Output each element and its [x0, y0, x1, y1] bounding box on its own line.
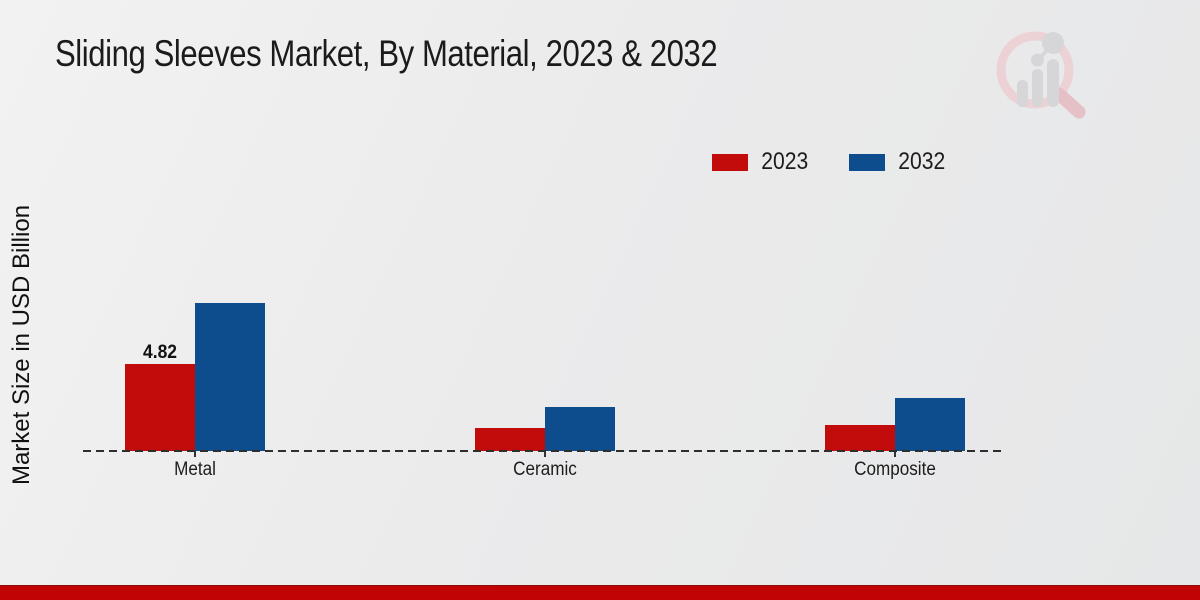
x-tick-label-metal: Metal: [174, 459, 216, 480]
bar-2023-ceramic: [475, 428, 545, 451]
legend-swatch: [849, 153, 886, 171]
bar-2023-metal: [125, 364, 195, 451]
bar-2032-composite: [895, 398, 965, 451]
bar-2032-metal: [195, 303, 265, 451]
legend: 2023 2032: [712, 148, 949, 176]
footer-accent-bar: [0, 585, 1200, 600]
x-axis-baseline: [83, 450, 1006, 452]
legend-item-2032: 2032: [849, 148, 948, 176]
x-axis-tick: [894, 451, 896, 457]
magnifier-bar-chart-logo-icon: [996, 31, 1086, 119]
legend-label: 2023: [761, 148, 809, 175]
x-tick-label-composite: Composite: [854, 459, 936, 480]
bar-2023-composite: [825, 425, 895, 451]
legend-label: 2032: [898, 148, 946, 175]
bar-value-label: 4.82: [142, 342, 178, 363]
legend-swatch: [712, 153, 748, 171]
x-tick-label-ceramic: Ceramic: [513, 459, 577, 480]
legend-item-2023: 2023: [712, 148, 811, 176]
x-axis-tick: [544, 451, 546, 457]
chart-title: Sliding Sleeves Market, By Material, 202…: [55, 33, 718, 74]
bar-2032-ceramic: [545, 407, 615, 451]
x-axis-tick: [194, 451, 196, 457]
